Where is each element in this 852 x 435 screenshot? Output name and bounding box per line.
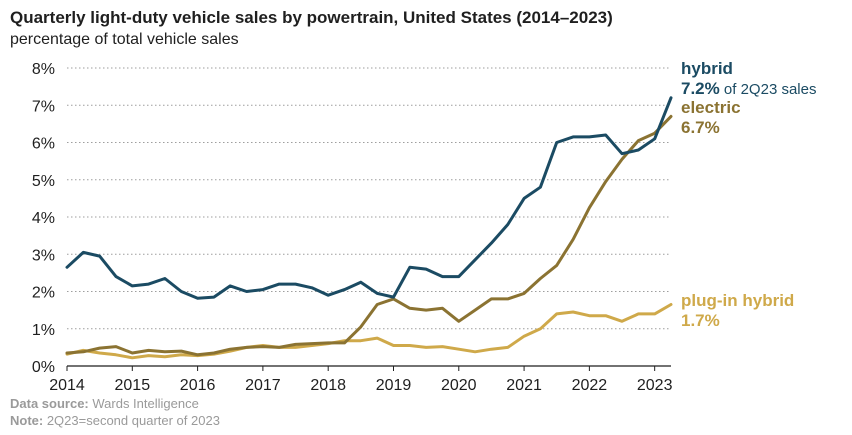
- y-tick-label: 2%: [32, 285, 55, 302]
- electric-label: electric: [681, 98, 741, 117]
- y-tick-label: 3%: [32, 247, 55, 264]
- y-tick-label: 5%: [32, 173, 55, 190]
- note-text: 2Q23=second quarter of 2023: [43, 413, 220, 428]
- footnote: Note: 2Q23=second quarter of 2023: [10, 413, 220, 428]
- x-tick-label: 2021: [506, 377, 542, 394]
- hybrid-value-label: 7.2% of 2Q23 sales: [681, 79, 816, 98]
- y-tick-label: 8%: [32, 61, 55, 78]
- chart-title: Quarterly light-duty vehicle sales by po…: [10, 8, 613, 27]
- y-tick-label: 7%: [32, 98, 55, 115]
- chart-subtitle: percentage of total vehicle sales: [10, 31, 239, 48]
- y-tick-label: 4%: [32, 210, 55, 227]
- plug-in-hybrid-value: 1.7%: [681, 311, 720, 330]
- plug-in-hybrid-label: plug-in hybrid: [681, 291, 794, 310]
- x-tick-label: 2020: [441, 377, 477, 394]
- hybrid-label: hybrid: [681, 59, 733, 78]
- x-tick-label: 2017: [245, 377, 281, 394]
- series-line-plug-in-hybrid: [65, 303, 673, 360]
- data-source-note: Data source: Wards Intelligence: [10, 396, 199, 411]
- source-label: Data source:: [10, 396, 89, 411]
- x-tick-label: 2015: [115, 377, 151, 394]
- x-tick-label: 2016: [180, 377, 216, 394]
- series-line-electric: [65, 114, 673, 357]
- x-tick-label: 2023: [637, 377, 673, 394]
- x-tick-label: 2019: [376, 377, 412, 394]
- y-tick-label: 0%: [32, 359, 55, 376]
- y-tick-label: 1%: [32, 322, 55, 339]
- hybrid-value: 7.2%: [681, 79, 720, 98]
- x-tick-label: 2022: [572, 377, 608, 394]
- x-tick-label: 2018: [310, 377, 346, 394]
- series-line-hybrid: [65, 96, 673, 300]
- y-tick-label: 6%: [32, 136, 55, 153]
- hybrid-value-note: of 2Q23 sales: [720, 81, 817, 98]
- note-label: Note:: [10, 413, 44, 428]
- electric-value: 6.7%: [681, 118, 720, 137]
- source-text: Wards Intelligence: [88, 396, 199, 411]
- x-tick-label: 2014: [49, 377, 85, 394]
